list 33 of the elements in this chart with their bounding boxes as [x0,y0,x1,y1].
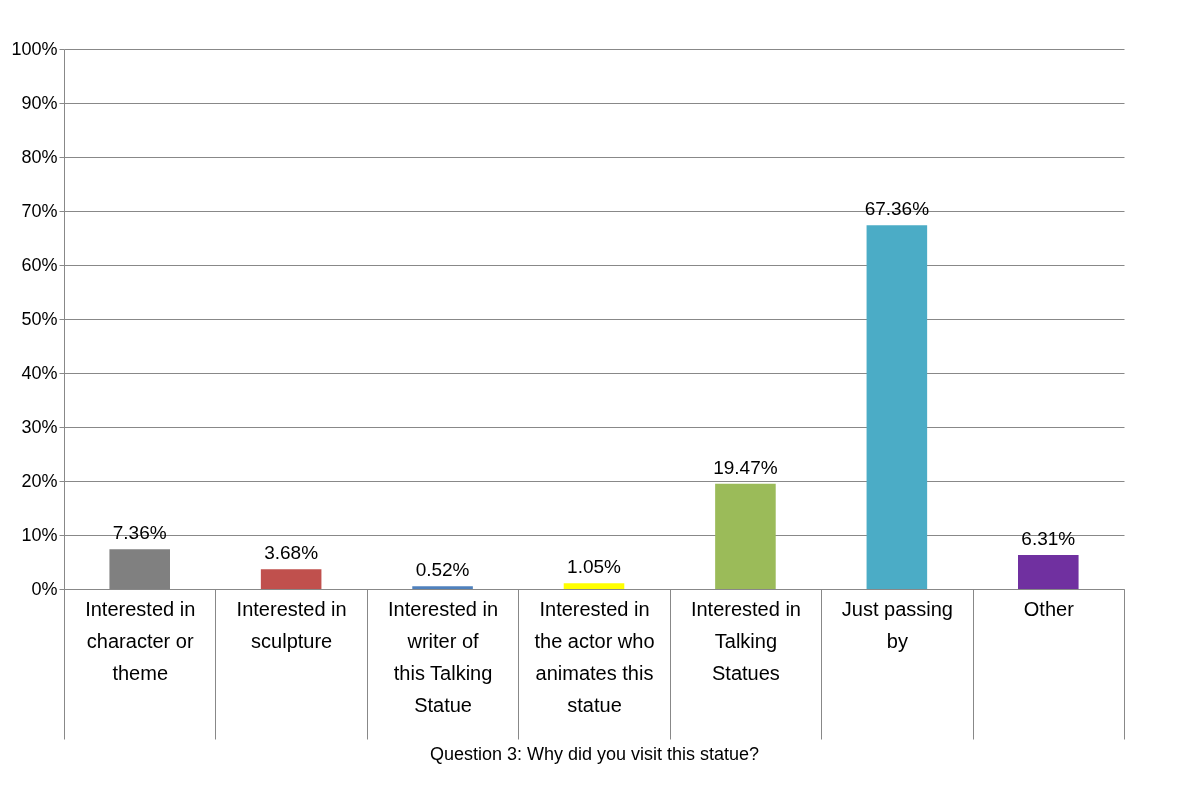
data-label: 3.68% [264,542,319,564]
data-label: 67.36% [864,198,930,220]
data-label: 6.31% [1021,527,1076,549]
x-tick-label: Interested in Talking Statues [690,597,801,684]
bar [412,586,473,589]
x-tick-label: Other [1023,597,1075,620]
bar [109,549,170,589]
y-tick-label: 0% [31,578,58,599]
y-tick-label: 70% [21,200,58,221]
y-tick-label: 20% [21,470,58,491]
x-tick-label: Just passing by [841,597,953,652]
bar [715,483,776,589]
x-tick-label: Interested in writer of this Talking Statue [388,597,499,716]
bar [260,569,322,589]
bar [563,583,625,589]
y-tick-label: 60% [21,254,58,275]
y-tick-label: 90% [21,92,58,113]
x-tick-label: Interested in character or theme [85,597,196,684]
bar [1018,554,1079,589]
y-tick-label: 30% [21,416,58,437]
y-tick-label: 100% [11,38,58,59]
data-label: 0.52% [415,559,470,581]
y-tick-label: 50% [21,308,58,329]
y-tick-label: 80% [21,146,58,167]
data-label: 7.36% [112,522,167,544]
data-label: 19.47% [713,456,778,478]
data-label: 1.05% [567,556,622,578]
x-tick-label: Interested in sculpture [236,597,347,652]
x-tick-label: Interested in the actor who animates this statue [534,597,655,716]
y-tick-label: 40% [21,362,58,383]
x-axis-title: Question 3: Why did you visit this statue? [429,744,760,764]
bar [866,225,928,589]
y-tick-label: 10% [21,524,58,545]
